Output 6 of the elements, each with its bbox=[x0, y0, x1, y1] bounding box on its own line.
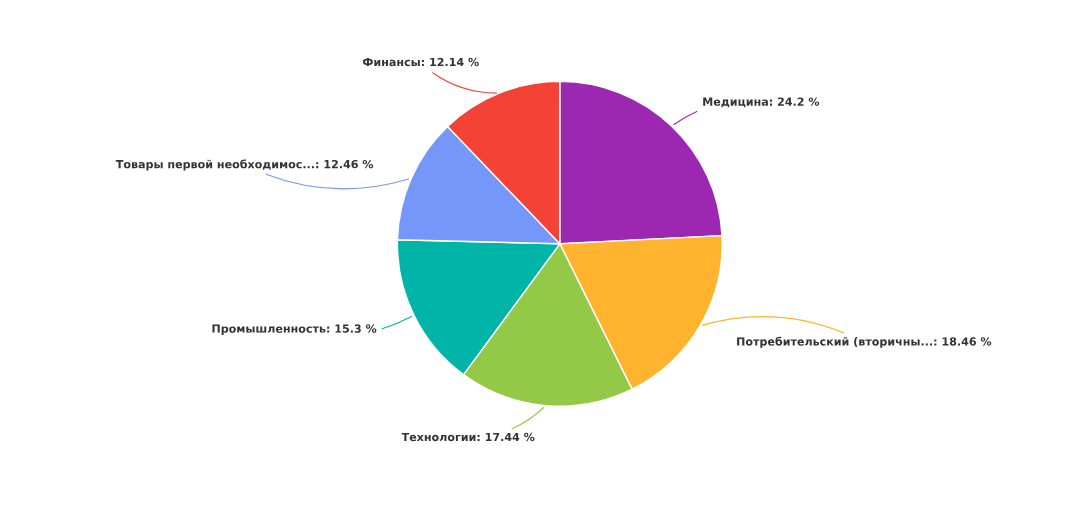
slice-label: Товары первой необходимос...: 12.46 % bbox=[115, 159, 374, 171]
slice-label: Промышленность: 15.3 % bbox=[212, 324, 377, 335]
slice-label: Медицина: 24.2 % bbox=[703, 97, 820, 108]
slice-label: Потребительский (вторичны...: 18.46 % bbox=[737, 336, 992, 348]
slice-label: Финансы: 12.14 % bbox=[362, 57, 479, 67]
slice-label: Технологии: 17.44 % bbox=[401, 432, 535, 442]
